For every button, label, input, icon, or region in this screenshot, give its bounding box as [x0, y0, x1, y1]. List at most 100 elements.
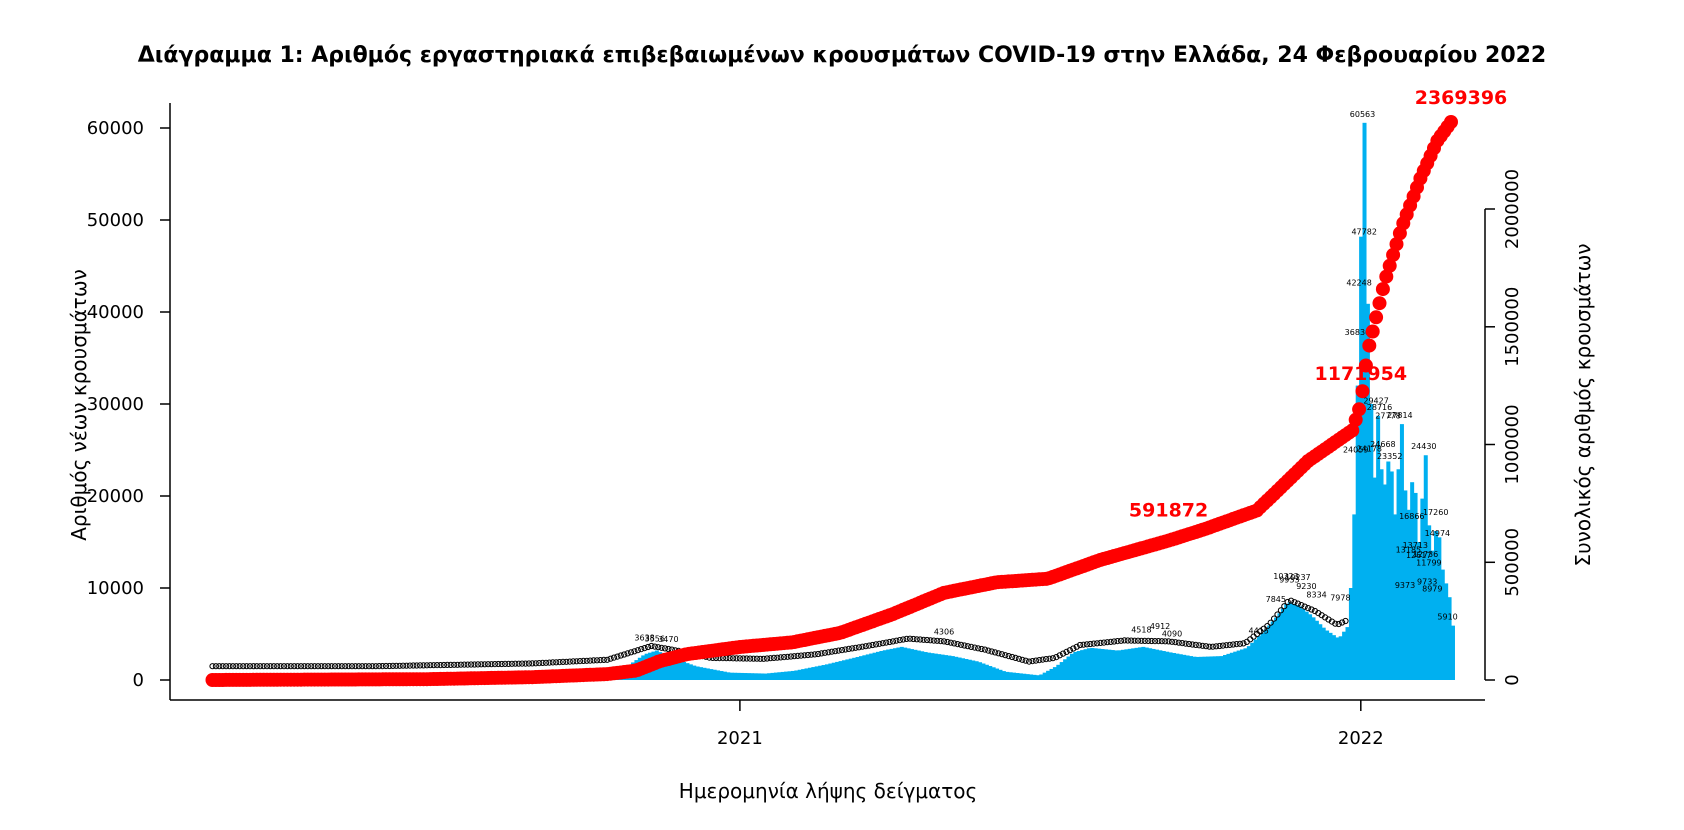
- daily-bar: [944, 655, 949, 680]
- daily-bar: [1127, 648, 1132, 680]
- moving-average-point: [379, 663, 386, 670]
- moving-average-point: [226, 663, 233, 670]
- daily-bar: [1216, 656, 1221, 680]
- moving-average-point: [1213, 643, 1220, 650]
- daily-bar: [1308, 614, 1313, 680]
- moving-average-point: [386, 662, 393, 670]
- moving-average-point: [981, 646, 989, 653]
- daily-bar: [1066, 656, 1071, 680]
- moving-average-point: [940, 638, 948, 645]
- moving-average-point: [1090, 640, 1097, 647]
- daily-bar: [927, 652, 932, 680]
- moving-average-point: [1039, 656, 1046, 663]
- daily-bar: [1287, 602, 1292, 680]
- cumulative-point: [1345, 423, 1360, 438]
- moving-average-point: [1053, 654, 1060, 661]
- moving-average-point: [818, 650, 825, 657]
- daily-bar: [1325, 630, 1330, 680]
- moving-average-point: [855, 644, 863, 651]
- daily-bar: [1029, 674, 1034, 680]
- bar-value-label: 36836: [1345, 328, 1370, 337]
- moving-average-point: [764, 655, 771, 662]
- moving-average-point: [610, 654, 618, 661]
- moving-average-point: [770, 654, 778, 662]
- moving-average-point: [1196, 642, 1203, 649]
- daily-bar: [988, 666, 993, 680]
- daily-bar: [913, 649, 918, 680]
- moving-average-point: [1131, 637, 1138, 644]
- daily-bar: [1212, 656, 1217, 680]
- daily-bar: [671, 658, 676, 680]
- moving-average-point: [665, 645, 672, 653]
- y-axis-label: Αριθμός νέων κρουσμάτων: [67, 269, 91, 541]
- moving-average-point: [604, 656, 611, 663]
- moving-average-point: [573, 658, 580, 665]
- moving-average-point: [556, 659, 563, 666]
- daily-bar: [750, 673, 755, 680]
- daily-bar: [1025, 674, 1030, 680]
- moving-average-point: [849, 645, 856, 652]
- daily-bar: [1233, 651, 1238, 680]
- daily-bar: [1137, 647, 1142, 680]
- daily-bar: [665, 655, 670, 680]
- daily-bar: [1393, 514, 1398, 680]
- moving-average-point: [1002, 652, 1009, 659]
- moving-average-point: [423, 662, 430, 669]
- daily-bar: [688, 664, 693, 680]
- moving-average-point: [597, 657, 604, 664]
- moving-average-point: [1097, 639, 1104, 647]
- daily-bar: [1059, 662, 1064, 680]
- cumulative-point: [1369, 310, 1384, 325]
- moving-average-point: [1005, 653, 1012, 660]
- moving-average-point: [376, 663, 383, 670]
- moving-average-point: [988, 648, 995, 655]
- moving-average-point: [566, 658, 573, 665]
- daily-bar: [787, 671, 792, 680]
- y-tick-label: 10000: [87, 578, 144, 599]
- daily-bar: [1352, 514, 1357, 680]
- daily-bar: [910, 649, 915, 680]
- moving-average-point: [440, 661, 447, 669]
- moving-average-point: [879, 640, 886, 647]
- daily-bar: [743, 673, 748, 680]
- moving-average-point: [1029, 658, 1036, 665]
- daily-bar: [1430, 550, 1435, 680]
- moving-average-point: [444, 661, 451, 669]
- daily-bar: [991, 667, 996, 680]
- daily-bar: [1345, 627, 1350, 680]
- moving-average-point: [1138, 637, 1145, 644]
- moving-average-point: [495, 660, 502, 668]
- daily-bar: [1032, 674, 1037, 680]
- moving-average-point: [593, 657, 601, 664]
- moving-average-point: [1141, 637, 1148, 645]
- moving-average-point: [1298, 602, 1305, 609]
- moving-average-point: [923, 636, 931, 644]
- moving-average-point: [869, 641, 876, 649]
- daily-bar: [1039, 674, 1044, 680]
- moving-average-point: [1175, 639, 1182, 646]
- daily-bar: [790, 670, 795, 680]
- daily-bar: [899, 646, 904, 680]
- bar-value-label: 3556: [645, 634, 665, 643]
- moving-average-point: [1026, 658, 1033, 665]
- daily-bar: [712, 669, 717, 680]
- daily-bar: [1250, 642, 1255, 680]
- moving-average-point: [1114, 638, 1121, 645]
- daily-cases-bars: [219, 122, 1455, 681]
- moving-average-point: [546, 659, 553, 666]
- daily-bar: [1171, 653, 1176, 680]
- bar-value-label: 7845: [1266, 595, 1286, 604]
- cumulative-point: [1386, 247, 1401, 262]
- daily-bar: [811, 667, 816, 680]
- daily-bar: [1294, 605, 1299, 680]
- x-tick-label: 2022: [1338, 728, 1384, 749]
- daily-bar: [841, 660, 846, 680]
- moving-average-point: [658, 644, 665, 651]
- moving-average-point: [1083, 641, 1091, 648]
- daily-bar: [1389, 471, 1394, 680]
- moving-average-point: [209, 663, 216, 670]
- daily-bar: [1437, 537, 1442, 680]
- daily-bar: [1100, 649, 1105, 680]
- moving-average-point: [614, 653, 621, 660]
